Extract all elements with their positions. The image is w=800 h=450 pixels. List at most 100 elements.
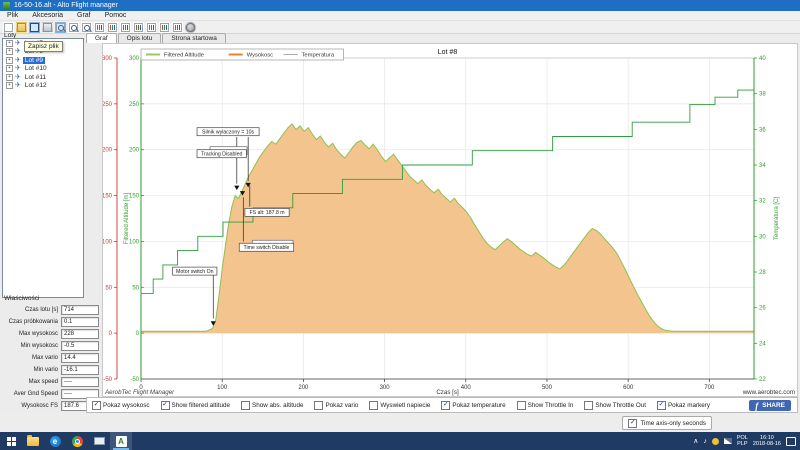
tree-item-lot-9[interactable]: + ✈ Lot #9 (3, 56, 83, 65)
checkbox-icon: ✓ (441, 400, 451, 410)
option-show-filtered-altitude[interactable]: ✓ Show filtered altitude (160, 400, 231, 410)
menu-item-akcesoria[interactable]: Akcesoria (32, 12, 64, 19)
open-file-icon[interactable] (16, 21, 27, 33)
property-row: Min vario -16.1 (0, 364, 102, 376)
option-pokaz-vario[interactable]: Pokaz vario (314, 400, 358, 410)
chart-markers-icon[interactable] (172, 21, 183, 33)
property-value-field[interactable]: ---- (61, 389, 99, 399)
property-value-field[interactable]: -0.5 (61, 341, 99, 351)
property-value-field[interactable]: 714 (61, 305, 99, 315)
property-row: Max speed ---- (0, 376, 102, 388)
file-explorer-icon[interactable] (22, 432, 44, 450)
checkbox-icon (516, 400, 526, 410)
expander-icon: + (6, 73, 13, 81)
option-wyswietl-napiecie[interactable]: Wyswietl napiecie (369, 400, 430, 410)
option-pokaz-markery[interactable]: ✓ Pokaz markery (656, 400, 710, 410)
tree-item-lot-10[interactable]: + ✈ Lot #10 (3, 65, 83, 74)
menu-item-graf[interactable]: Graf (77, 12, 91, 19)
svg-text:24: 24 (759, 341, 766, 347)
tab-opis-lotu[interactable]: Opis lotu (117, 33, 162, 43)
flight-tree[interactable]: +✈Lot #7+✈Lot #8+✈Lot #9+✈Lot #10+✈Lot #… (2, 38, 84, 298)
settings-icon[interactable] (185, 21, 196, 33)
tree-item-lot-12[interactable]: + ✈ Lot #12 (3, 82, 83, 91)
zoom-out-icon[interactable] (81, 21, 92, 33)
flight-icon: ✈ (15, 82, 21, 90)
legend-label: Temperatura (302, 53, 335, 59)
language-indicator[interactable]: POL PLP (736, 435, 748, 447)
chart-altitude-icon[interactable] (94, 21, 105, 33)
edge-browser-icon[interactable]: e (44, 432, 66, 450)
property-value-field[interactable]: -16.1 (61, 365, 99, 375)
flight-marker[interactable] (234, 185, 240, 191)
menu-bar: Plik Akcesoria Graf Pomoc (0, 11, 800, 21)
annotation-box[interactable] (196, 127, 260, 137)
annotation-box[interactable] (196, 149, 247, 159)
mail-app-icon[interactable] (88, 432, 110, 450)
property-value-field[interactable]: 228 (61, 329, 99, 339)
option-show-throttle-in[interactable]: Show Throttle In (516, 400, 573, 410)
chart-voltage-icon[interactable] (133, 21, 144, 33)
option-pokaz-temperature[interactable]: ✓ Pokaz temperature (441, 400, 506, 410)
zoom-in-icon[interactable] (68, 21, 79, 33)
flight-icon: ✈ (15, 73, 21, 81)
y-axis-label-temperatura: Temperatura [C] (774, 197, 780, 240)
alto-flight-manager-icon[interactable]: A (110, 432, 132, 450)
property-value-field[interactable]: 0.1 (61, 317, 99, 327)
tab-strona-startowa[interactable]: Strona startowa (162, 33, 226, 43)
property-value-field[interactable]: ---- (61, 377, 99, 387)
tab-graf[interactable]: Graf (86, 33, 117, 43)
chart-temperature-icon[interactable] (120, 21, 131, 33)
start-button[interactable] (0, 432, 22, 450)
facebook-share-button[interactable]: f SHARE (749, 400, 791, 411)
legend-label: Wysokosc (247, 53, 273, 59)
property-label: Max vario (31, 355, 58, 361)
branding-left: AerobTec Flight Manager (104, 389, 175, 396)
time-axis-checkbox[interactable]: ✓ (628, 418, 638, 428)
save-file-icon[interactable] (29, 21, 40, 33)
menu-item-plik[interactable]: Plik (7, 12, 19, 19)
option-show-abs-altitude[interactable]: Show abs. altitude (241, 400, 303, 410)
menu-item-pomoc[interactable]: Pomoc (104, 12, 127, 19)
svg-text:200: 200 (298, 385, 309, 391)
time-axis-option[interactable]: ✓ Time axis-only seconds (622, 416, 712, 430)
battery-warning-icon[interactable] (711, 437, 719, 445)
new-file-icon[interactable] (3, 21, 14, 33)
window-title: 16-50-16.alt - Alto Flight manager (14, 2, 118, 9)
svg-text:500: 500 (542, 385, 553, 391)
chart-panel: 300 250 200 150 100 50 0 -50 300 250 200 150 100 50 0-… (97, 43, 798, 397)
annotation-box[interactable] (244, 208, 290, 217)
chrome-browser-icon[interactable] (66, 432, 88, 450)
svg-text:0: 0 (136, 331, 140, 337)
chart-current-icon[interactable] (146, 21, 157, 33)
flight-chart[interactable]: 300250200150100500-50300250200150100500-… (97, 44, 797, 396)
property-value-field[interactable]: 14.4 (61, 353, 99, 363)
option-show-throttle-out[interactable]: Show Throttle Out (584, 400, 646, 410)
tree-item-lot-11[interactable]: + ✈ Lot #11 (3, 73, 83, 82)
checkbox-icon: ✓ (656, 400, 666, 410)
svg-text:26: 26 (759, 306, 766, 312)
flight-marker[interactable] (210, 321, 216, 326)
svg-text:38: 38 (759, 92, 766, 98)
annotation-label: Motor switch On (176, 269, 214, 275)
svg-text:700: 700 (704, 385, 715, 391)
property-row: Aver Gnd Speed ---- (0, 388, 102, 400)
action-center-icon[interactable] (786, 436, 796, 446)
y-axis-label-filtered: Filtered Altitude [m] (124, 192, 130, 244)
volume-icon[interactable]: ♪ (703, 437, 707, 445)
chart-throttle-icon[interactable] (159, 21, 170, 33)
print-icon[interactable] (42, 21, 53, 33)
zoom-select-icon[interactable] (55, 21, 66, 33)
property-row: Max vario 14.4 (0, 352, 102, 364)
altitude-area (141, 124, 754, 334)
property-row: Max wysokosc 228 (0, 328, 102, 340)
flight-marker[interactable] (245, 182, 251, 188)
svg-text:-50: -50 (103, 377, 112, 383)
annotation-box[interactable] (238, 242, 295, 252)
clock[interactable]: 16:10 2018-08-16 (752, 435, 781, 447)
flight-marker[interactable] (239, 191, 246, 196)
chart-vario-icon[interactable] (107, 21, 118, 33)
network-icon[interactable] (723, 438, 732, 444)
caret-up-icon[interactable]: ∧ (693, 438, 699, 445)
annotation-box[interactable] (172, 266, 218, 276)
option-pokaz-wysokosc[interactable]: ✓ Pokaz wysokosc (92, 400, 150, 410)
